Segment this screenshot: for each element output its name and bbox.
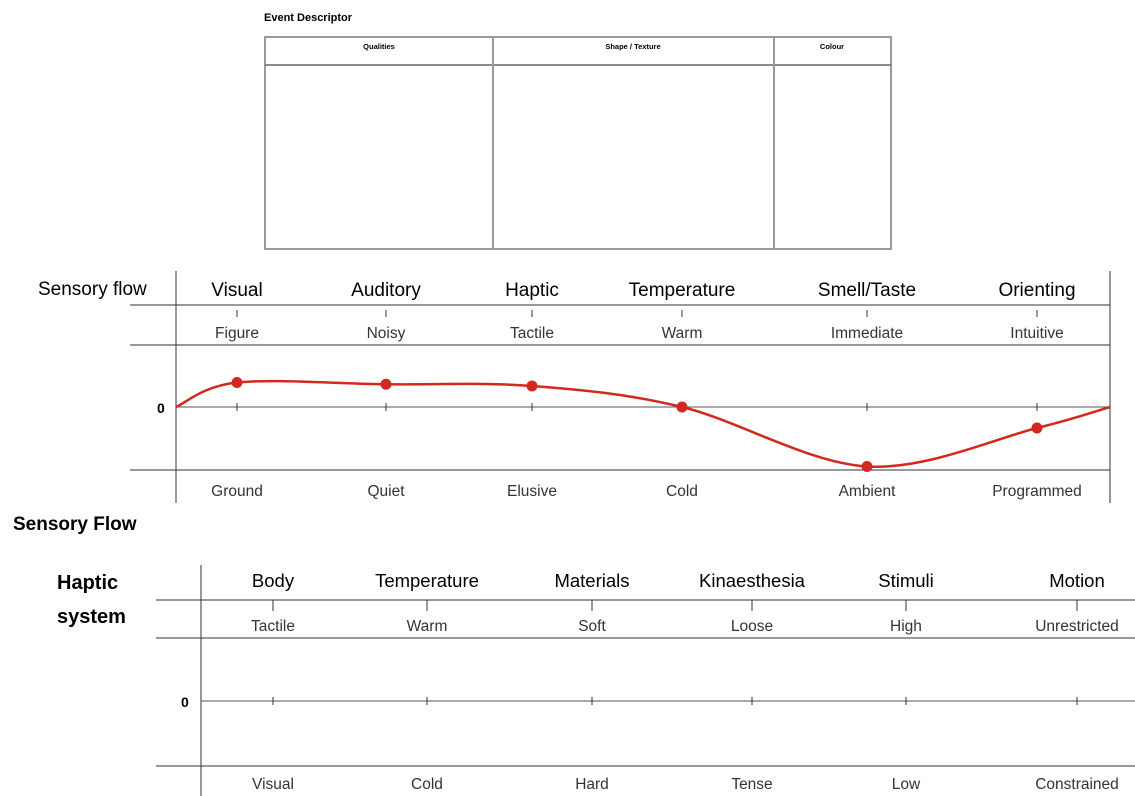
sf-category-visual: Visual xyxy=(211,280,262,301)
haptic-row-label-line2: system xyxy=(57,606,126,628)
sensory-flow-points xyxy=(231,377,1043,472)
event-descriptor-table xyxy=(264,36,892,250)
sf-point-temperature xyxy=(676,401,688,413)
sf-point-visual xyxy=(231,377,243,388)
column-header-colour: Colour xyxy=(820,42,844,51)
sensory-flow-labels: Visual Figure Ground Auditory Noisy Quiet Hapt… xyxy=(211,280,1082,500)
sf-category-auditory: Auditory xyxy=(351,280,421,301)
sensory-flow-zero-label: 0 xyxy=(157,400,165,416)
hs-category-body: Body xyxy=(252,570,295,591)
haptic-system-labels: Body Tactile Visual Temperature Warm Cold Mate… xyxy=(251,570,1119,793)
sf-top-label-tactile: Tactile xyxy=(510,325,554,342)
sf-top-label-intuitive: Intuitive xyxy=(1010,325,1063,342)
sf-bottom-label-ground: Ground xyxy=(211,483,263,500)
column-header-shape-texture: Shape / Texture xyxy=(605,42,660,51)
hs-top-label-tactile: Tactile xyxy=(251,618,295,635)
sf-point-auditory xyxy=(380,378,392,390)
table-border xyxy=(264,36,892,250)
sf-point-smell-taste xyxy=(861,461,873,472)
hs-bottom-label-tense: Tense xyxy=(731,776,772,793)
sf-top-label-noisy: Noisy xyxy=(367,325,406,342)
sf-category-temperature: Temperature xyxy=(629,280,736,301)
haptic-zero-label: 0 xyxy=(181,694,189,710)
sf-bottom-label-cold: Cold xyxy=(666,483,698,500)
hs-top-label-loose: Loose xyxy=(731,618,773,635)
hs-category-temperature: Temperature xyxy=(375,570,479,591)
sf-top-label-figure: Figure xyxy=(215,325,259,342)
hs-bottom-label-visual: Visual xyxy=(252,776,294,793)
haptic-system-ticks xyxy=(272,600,1078,705)
hs-top-label-unrestricted: Unrestricted xyxy=(1035,618,1119,635)
sensory-flow-row-label: Sensory flow xyxy=(38,279,147,300)
hs-bottom-label-constrained: Constrained xyxy=(1035,776,1119,793)
hs-bottom-label-low: Low xyxy=(892,776,921,793)
hs-top-label-warm: Warm xyxy=(407,618,448,635)
sf-point-orienting xyxy=(1031,422,1043,434)
sf-category-orienting: Orienting xyxy=(998,280,1075,301)
hs-top-label-soft: Soft xyxy=(578,618,606,635)
sf-bottom-label-quiet: Quiet xyxy=(367,483,405,500)
haptic-system-frame xyxy=(156,565,1135,796)
sensory-flow-ticks xyxy=(236,310,1038,411)
sf-bottom-label-ambient: Ambient xyxy=(839,483,897,500)
hs-bottom-label-hard: Hard xyxy=(575,776,609,793)
hs-top-label-high: High xyxy=(890,618,922,635)
hs-bottom-label-cold: Cold xyxy=(411,776,443,793)
sensory-flow-caption: Sensory Flow xyxy=(13,514,137,535)
column-header-qualities: Qualities xyxy=(363,42,395,51)
sf-top-label-warm: Warm xyxy=(662,325,703,342)
hs-category-materials: Materials xyxy=(554,570,629,591)
sensory-flow-frame xyxy=(130,271,1111,503)
haptic-row-label-line1: Haptic xyxy=(57,572,118,594)
sf-category-haptic: Haptic xyxy=(505,280,559,301)
sf-bottom-label-programmed: Programmed xyxy=(992,483,1082,500)
sf-point-haptic xyxy=(526,380,538,392)
hs-category-motion: Motion xyxy=(1049,570,1105,591)
sf-category-smell-taste: Smell/Taste xyxy=(818,280,916,301)
sf-bottom-label-elusive: Elusive xyxy=(507,483,557,500)
hs-category-stimuli: Stimuli xyxy=(878,570,934,591)
sensory-flow-line xyxy=(175,379,1111,468)
hs-category-kinaesthesia: Kinaesthesia xyxy=(699,570,806,591)
event-descriptor-title: Event Descriptor xyxy=(264,12,353,24)
sf-top-label-immediate: Immediate xyxy=(831,325,903,342)
